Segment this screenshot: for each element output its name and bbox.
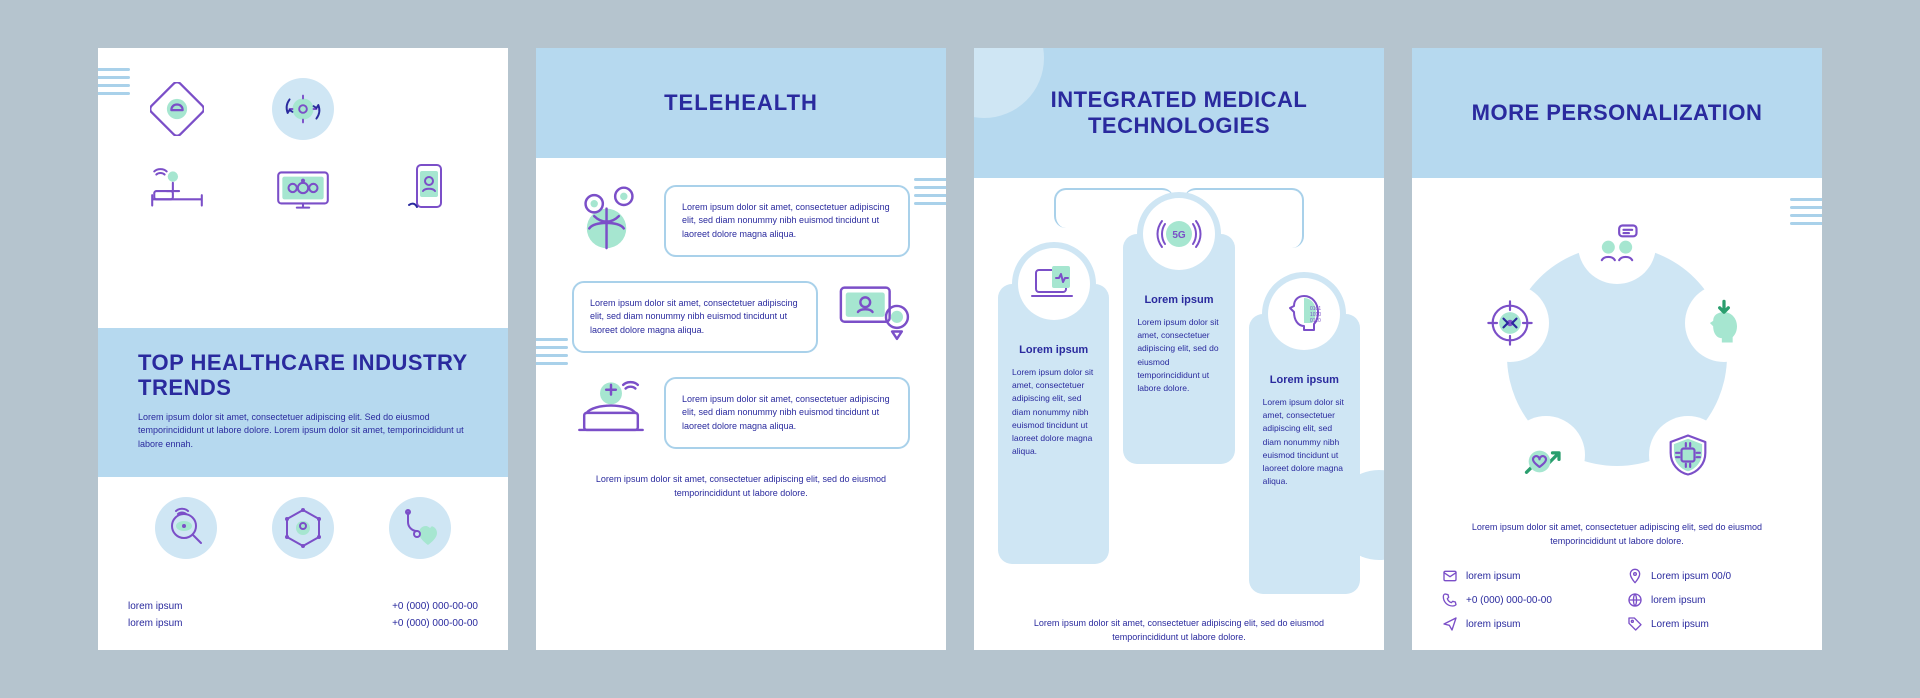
panel-integrated: INTEGRATED MEDICAL TECHNOLOGIES Lorem ip… [974,48,1384,650]
row-2: Lorem ipsum dolor sit amet, consectetuer… [572,280,910,354]
card-text: Lorem ipsum dolor sit amet, consectetuer… [1012,366,1095,458]
gear-refresh-icon [272,78,334,140]
head-arrow-icon [1685,284,1763,362]
footer-right-1: +0 (000) 000-00-00 [392,598,478,615]
title-block: TOP HEALTHCARE INDUSTRY TRENDS Lorem ips… [98,328,508,477]
icon-cluster [98,48,508,328]
webcam-monitor-icon [836,280,910,354]
card-label: Lorem ipsum [1012,344,1095,356]
doctor-network-icon [272,497,334,559]
network-cloud-icon [146,78,208,140]
text-box: Lorem ipsum dolor sit amet, consectetuer… [664,377,910,450]
footer-contact: lorem ipsum lorem ipsum +0 (000) 000-00-… [128,598,478,632]
panel-title: INTEGRATED MEDICAL TECHNOLOGIES [974,87,1384,140]
laptop-ecg-icon [1018,248,1090,320]
phone-doctor-icon [398,158,460,220]
svg-text:0110: 0110 [1310,318,1321,324]
card-label: Lorem ipsum [1137,294,1220,306]
ai-face-icon: 010110100110 [1268,278,1340,350]
panel-trends: TOP HEALTHCARE INDUSTRY TRENDS Lorem ips… [98,48,508,650]
text-box: Lorem ipsum dolor sit amet, consectetuer… [572,281,818,354]
panel-body: Lorem ipsum dolor sit amet, consectetuer… [138,411,468,452]
patient-bed-icon [146,158,208,220]
chat-people-icon [1578,206,1656,284]
contact-send: lorem ipsum [1442,616,1607,632]
svg-text:5G: 5G [1172,230,1186,241]
row-3: Lorem ipsum dolor sit amet, consectetuer… [572,376,910,450]
panel-header: TELEHEALTH [536,48,946,158]
laptop-doctor-icon [572,376,646,450]
panel-title: TELEHEALTH [664,90,818,116]
panel-header: INTEGRATED MEDICAL TECHNOLOGIES [974,48,1384,178]
footer-left-2: lorem ipsum [128,615,182,632]
panel-personalization: MORE PERSONALIZATION Lorem ipsum dolor s… [1412,48,1822,650]
heart-gear-growth-icon [1507,416,1585,494]
target-icon [1471,284,1549,362]
footer-right-2: +0 (000) 000-00-00 [392,615,478,632]
contact-tag: Lorem ipsum [1627,616,1792,632]
card-text: Lorem ipsum dolor sit amet, consectetuer… [1263,396,1346,488]
card-1: Lorem ipsum Lorem ipsum dolor sit amet, … [998,284,1109,564]
contact-pin: Lorem ipsum 00/0 [1627,568,1792,584]
panel-header: MORE PERSONALIZATION [1412,48,1822,178]
rows: Lorem ipsum dolor sit amet, consectetuer… [536,158,946,450]
text-box: Lorem ipsum dolor sit amet, consectetuer… [664,185,910,258]
footer-note: Lorem ipsum dolor sit amet, consectetuer… [974,594,1384,645]
eye-magnify-icon [155,497,217,559]
deco-lines-icon [536,338,568,365]
card-text: Lorem ipsum dolor sit amet, consectetuer… [1137,316,1220,395]
contact-email: lorem ipsum [1442,568,1607,584]
card-2: 5G Lorem ipsum Lorem ipsum dolor sit ame… [1123,234,1234,464]
card-label: Lorem ipsum [1263,374,1346,386]
footer-left-1: lorem ipsum [128,598,182,615]
bottom-icons [98,477,508,579]
spacer [398,78,460,140]
contact-grid: lorem ipsum Lorem ipsum 00/0 +0 (000) 00… [1442,568,1792,632]
stethoscope-heart-icon [389,497,451,559]
panel-title: MORE PERSONALIZATION [1472,100,1763,126]
deco-lines-icon [914,178,946,205]
panel-title: TOP HEALTHCARE INDUSTRY TRENDS [138,350,468,401]
monitor-gears-icon [272,158,334,220]
contact-phone: +0 (000) 000-00-00 [1442,592,1607,608]
footer-note: Lorem ipsum dolor sit amet, consectetuer… [1412,506,1822,549]
row-1: Lorem ipsum dolor sit amet, consectetuer… [572,184,910,258]
footer-note: Lorem ipsum dolor sit amet, consectetuer… [536,450,946,501]
contact-globe: lorem ipsum [1627,592,1792,608]
panel-telehealth: TELEHEALTH Lorem ipsum dolor sit amet, c… [536,48,946,650]
globe-people-icon [572,184,646,258]
5g-signal-icon: 5G [1143,198,1215,270]
icon-wheel [1467,206,1767,506]
shield-chip-icon [1649,416,1727,494]
card-row: Lorem ipsum Lorem ipsum dolor sit amet, … [974,208,1384,594]
deco-lines-icon [1790,198,1822,225]
card-3: 010110100110 Lorem ipsum Lorem ipsum dol… [1249,314,1360,594]
